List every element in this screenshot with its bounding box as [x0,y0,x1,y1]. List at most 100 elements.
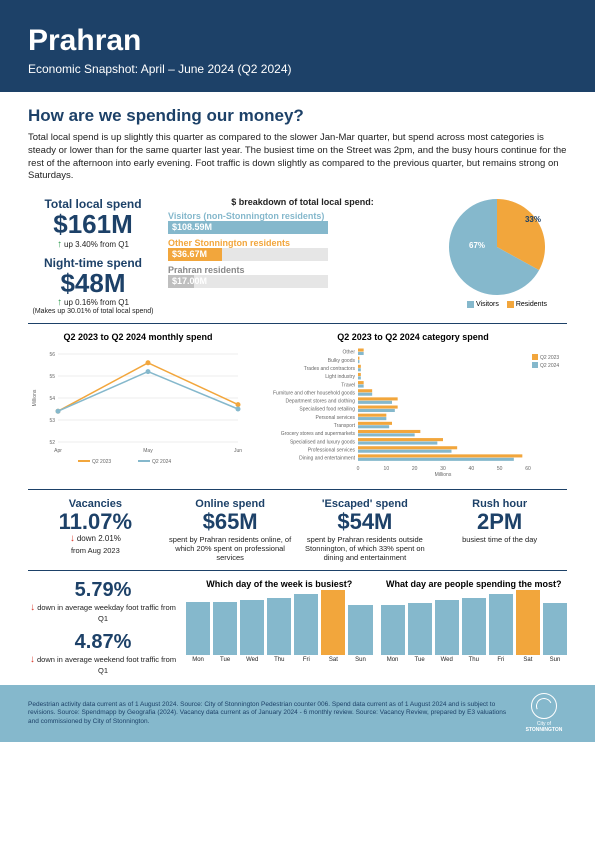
svg-text:Millions: Millions [32,389,38,406]
stat-value: 11.07% [32,510,159,533]
svg-text:Bulky goods: Bulky goods [328,358,356,364]
bar-track: $17.00M [168,275,328,288]
day-bar [516,590,540,655]
trend-text: up 0.16% from Q1 [64,298,129,307]
day-bar [435,600,459,655]
logo-icon [531,693,557,719]
day-bar [321,590,345,655]
svg-text:Other: Other [342,350,355,356]
busiest-day-chart: MonTueWedThuFriSatSun [186,593,373,663]
svg-text:60: 60 [525,466,531,472]
stat-desc: busiest time of the day [436,535,563,544]
svg-text:40: 40 [469,466,475,472]
day-bar [294,594,318,655]
total-local-spend: Total local spend $161M ↑up 3.40% from Q… [28,197,158,249]
weekday-pct: 5.79% [28,579,178,602]
bar-value: $108.59M [172,221,212,234]
pie-label-residents: 33% [525,215,541,224]
svg-text:Specialised and luxury goods: Specialised and luxury goods [290,439,356,445]
bar-value: $36.67M [172,248,207,261]
legend-swatch [467,301,474,308]
svg-text:52: 52 [49,440,55,446]
svg-text:53: 53 [49,418,55,424]
day-label: Sat [321,657,345,663]
bar-label: Prahran residents [168,265,437,275]
footer-text: Pedestrian activity data current as of 1… [28,701,509,726]
night-time-spend: Night-time spend $48M ↑up 0.16% from Q1 … [28,256,158,315]
day-bar [543,603,567,655]
section-heading: How are we spending our money? [28,106,567,126]
day-label: Thu [462,657,486,663]
svg-text:May: May [143,448,153,454]
svg-text:Travel: Travel [341,382,355,388]
svg-text:20: 20 [412,466,418,472]
page-title: Prahran [28,24,567,58]
svg-text:Q2 2024: Q2 2024 [152,459,171,465]
intro-text: Total local spend is up slightly this qu… [28,132,567,183]
stat-value: $65M [167,510,294,533]
weekday-desc: ↓ down in average weekday foot traffic f… [28,602,178,623]
stats-row: Vacancies 11.07% ↓ down 2.01% from Aug 2… [28,498,567,562]
svg-text:Apr: Apr [54,448,62,454]
metric-note: (Makes up 30.01% of total local spend) [28,308,158,315]
pie-legend: Visitors Residents [447,301,567,308]
arrow-up-icon: ↑ [57,297,62,308]
svg-text:Personal services: Personal services [316,415,356,421]
day-bar [267,598,291,655]
svg-text:Grocery stores and supermarket: Grocery stores and supermarkets [281,431,356,437]
day-label: Wed [240,657,264,663]
svg-text:54: 54 [49,396,55,402]
svg-text:56: 56 [49,352,55,358]
svg-text:Millions: Millions [435,472,452,476]
category-chart-title: Q2 2023 to Q2 2024 category spend [258,332,568,342]
trend: ↓ down 2.01% [32,533,159,544]
stat-desc: spent by Prahran residents online, of wh… [167,535,294,562]
svg-text:Q2 2024: Q2 2024 [540,363,559,369]
day-bar [381,605,405,655]
day-label: Fri [489,657,513,663]
day-bar [462,598,486,655]
day-label: Fri [294,657,318,663]
svg-text:Q2 2023: Q2 2023 [540,355,559,361]
svg-text:Department stores and clothing: Department stores and clothing [286,398,356,404]
svg-text:Trades and contractors: Trades and contractors [304,366,356,372]
day-bar [489,594,513,655]
arrow-down-icon: ↓ [30,654,35,665]
svg-text:Professional services: Professional services [308,447,356,453]
metric-value: $161M [28,211,158,238]
day-bar [408,603,432,655]
arrow-up-icon: ↑ [57,239,62,250]
breakdown-bars: Visitors (non-Stonnington residents) $10… [168,211,437,288]
day-label: Thu [267,657,291,663]
trend-text: up 3.40% from Q1 [64,240,129,249]
header: Prahran Economic Snapshot: April – June … [0,0,595,92]
legend-label: Residents [516,301,547,308]
svg-text:Light industry: Light industry [325,374,355,380]
svg-text:Transport: Transport [334,423,356,429]
monthly-chart-title: Q2 2023 to Q2 2024 monthly spend [28,332,248,342]
day-label: Tue [408,657,432,663]
monthly-line-chart: 5253545556MillionsAprMayJunQ2 2023Q2 202… [28,346,248,466]
bar-value: $17.00M [172,275,207,288]
svg-text:10: 10 [384,466,390,472]
spend-day-title: What day are people spending the most? [381,579,568,589]
svg-text:Q2 2023: Q2 2023 [92,459,111,465]
stat-desc: from Aug 2023 [32,546,159,555]
legend-swatch [507,301,514,308]
bar-label: Visitors (non-Stonnington residents) [168,211,437,221]
stat-desc: spent by Prahran residents outside Stonn… [302,535,429,562]
day-bar [186,602,210,655]
stat-value: $54M [302,510,429,533]
arrow-down-icon: ↓ [30,602,35,613]
svg-text:0: 0 [357,466,360,472]
trend-up: ↑up 0.16% from Q1 [28,297,158,308]
weekend-desc: ↓ down in average weekend foot traffic f… [28,654,178,675]
footer: Pedestrian activity data current as of 1… [0,685,595,742]
day-label: Wed [435,657,459,663]
trend-up: ↑up 3.40% from Q1 [28,239,158,250]
day-label: Mon [186,657,210,663]
footer-logo: City of STONNINGTON [521,693,567,734]
day-label: Sun [543,657,567,663]
day-bar [240,600,264,655]
svg-text:Jun: Jun [234,448,242,454]
